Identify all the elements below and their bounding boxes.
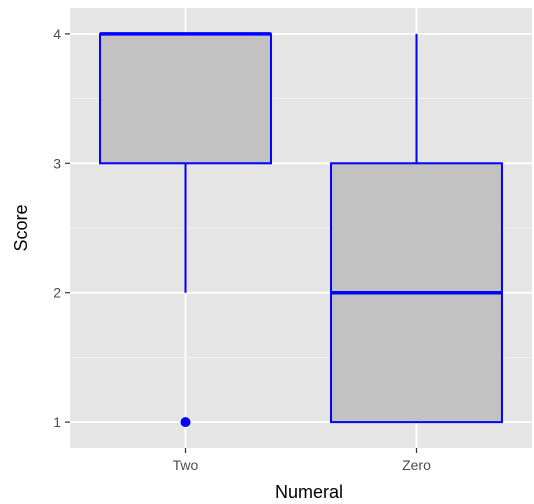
x-axis-title: Numeral [275,482,343,502]
x-tick-label: Two [173,457,199,473]
box-iqr [99,32,272,165]
box-group-two [99,32,272,428]
outlier-point [180,417,191,428]
y-tick-label: 2 [53,285,61,301]
box-group-zero [330,33,503,424]
y-tick-label: 4 [53,26,61,42]
y-tick-label: 3 [53,155,61,171]
boxes [99,32,503,428]
axes: 1 2 3 4 Two Zero [53,26,431,473]
x-tick-label: Zero [402,457,431,473]
y-tick-label: 1 [53,414,61,430]
y-axis-title: Score [11,204,31,251]
